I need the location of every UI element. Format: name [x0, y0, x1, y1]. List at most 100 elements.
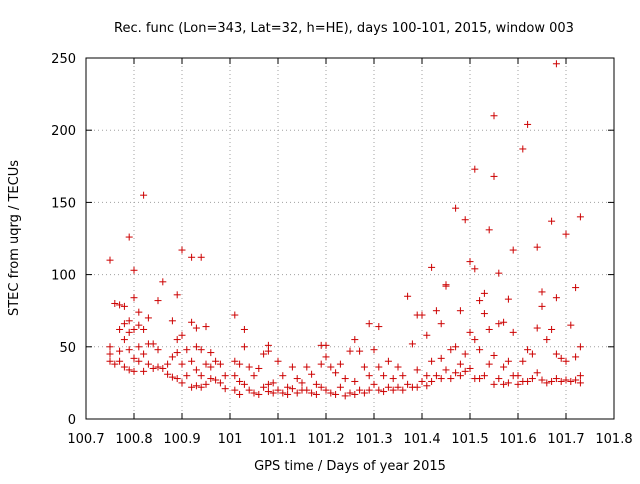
data-point — [413, 383, 421, 391]
data-point — [538, 302, 546, 310]
data-point — [490, 351, 498, 359]
data-point — [356, 386, 364, 394]
data-point — [524, 377, 532, 385]
data-point — [504, 379, 512, 387]
data-point — [552, 60, 560, 68]
data-point — [528, 375, 536, 383]
data-point — [255, 364, 263, 372]
x-tick-label: 101 — [218, 432, 243, 447]
data-point — [490, 380, 498, 388]
data-point — [384, 383, 392, 391]
chart-title: Rec. func (Lon=343, Lat=32, h=HE), days … — [114, 21, 574, 36]
data-point — [351, 390, 359, 398]
data-point — [404, 380, 412, 388]
data-point — [495, 269, 503, 277]
data-point — [216, 379, 224, 387]
data-point — [116, 325, 124, 333]
data-point — [125, 366, 133, 374]
data-point — [524, 120, 532, 128]
y-axis-label: STEC from uqrg / TECUs — [7, 160, 22, 316]
data-point — [192, 324, 200, 332]
data-point — [557, 354, 565, 362]
data-point — [308, 389, 316, 397]
data-point — [456, 360, 464, 368]
data-point — [466, 258, 474, 266]
data-point — [370, 380, 378, 388]
data-point — [159, 364, 167, 372]
data-point — [485, 360, 493, 368]
data-point — [432, 307, 440, 315]
data-point — [437, 320, 445, 328]
data-point — [423, 382, 431, 390]
data-point — [197, 253, 205, 261]
data-point — [447, 346, 455, 354]
data-point — [332, 369, 340, 377]
data-point — [284, 383, 292, 391]
data-point — [240, 343, 248, 351]
data-point — [360, 363, 368, 371]
data-point — [576, 343, 584, 351]
data-point — [130, 354, 138, 362]
data-point — [207, 375, 215, 383]
y-tick-label: 100 — [51, 269, 76, 284]
data-point — [375, 386, 383, 394]
data-point — [562, 376, 570, 384]
data-point — [404, 292, 412, 300]
x-tick-label: 100.8 — [115, 432, 152, 447]
data-point — [490, 112, 498, 120]
data-point — [178, 360, 186, 368]
data-point — [476, 297, 484, 305]
data-point — [375, 323, 383, 331]
data-point — [548, 377, 556, 385]
data-point — [202, 380, 210, 388]
data-point — [288, 363, 296, 371]
data-point — [120, 320, 128, 328]
data-point — [120, 363, 128, 371]
data-point — [288, 385, 296, 393]
data-point — [317, 360, 325, 368]
data-point — [130, 266, 138, 274]
data-point — [332, 390, 340, 398]
data-point — [370, 346, 378, 354]
data-point — [394, 383, 402, 391]
data-point — [500, 380, 508, 388]
data-point — [504, 357, 512, 365]
data-point — [437, 375, 445, 383]
data-point — [284, 390, 292, 398]
data-point — [125, 328, 133, 336]
data-point — [322, 386, 330, 394]
data-point — [461, 350, 469, 358]
data-point — [524, 346, 532, 354]
data-point — [260, 350, 268, 358]
data-point — [384, 357, 392, 365]
data-point — [461, 367, 469, 375]
data-point — [130, 367, 138, 375]
data-point — [202, 323, 210, 331]
data-point — [408, 340, 416, 348]
data-point — [413, 366, 421, 374]
data-point — [255, 390, 263, 398]
data-point — [149, 364, 157, 372]
data-point — [456, 372, 464, 380]
data-point — [466, 328, 474, 336]
data-point — [164, 360, 172, 368]
data-point — [552, 294, 560, 302]
data-point — [514, 380, 522, 388]
data-point — [346, 389, 354, 397]
data-point — [423, 331, 431, 339]
data-point — [178, 246, 186, 254]
axis-ticks: 100.7 100.8 100.9 101 101.1 101.2 101.3 101.4 10… — [51, 52, 632, 447]
data-point — [418, 377, 426, 385]
data-point — [279, 389, 287, 397]
data-point — [178, 331, 186, 339]
data-point — [236, 360, 244, 368]
data-point — [576, 379, 584, 387]
data-point — [562, 230, 570, 238]
data-point — [447, 375, 455, 383]
data-point — [178, 379, 186, 387]
x-tick-label: 101.6 — [499, 432, 536, 447]
data-point — [231, 311, 239, 319]
x-axis-label: GPS time / Days of year 2015 — [254, 459, 446, 474]
data-point — [389, 375, 397, 383]
